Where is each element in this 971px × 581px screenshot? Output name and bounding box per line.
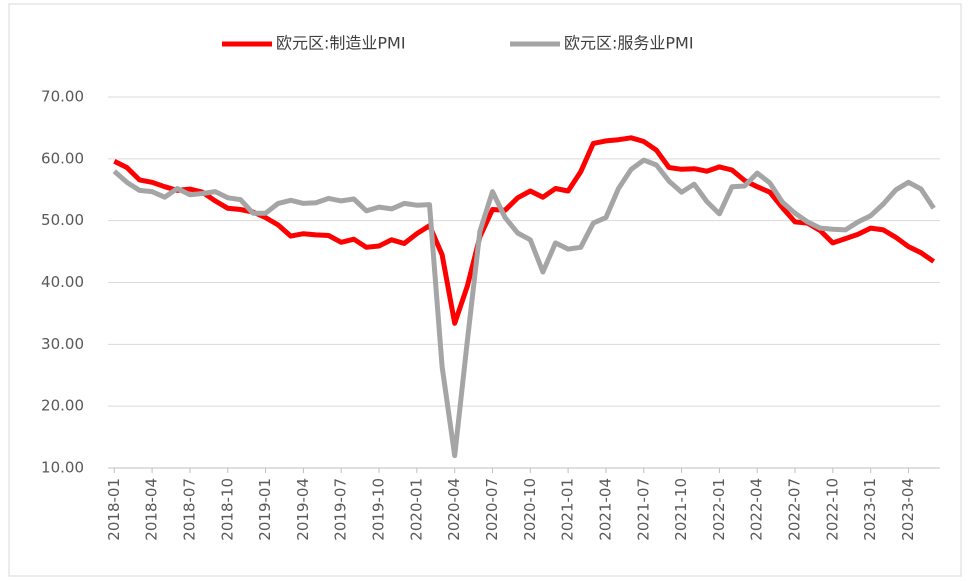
x-tick-label: 2018-10 [218,478,236,541]
y-tick-label: 70.00 [41,88,84,106]
x-tick-label: 2021-07 [634,478,652,541]
x-tick-label: 2023-01 [861,478,879,541]
x-tick-label: 2020-10 [521,478,539,541]
x-tick-label: 2022-07 [786,478,804,541]
x-tick-label: 2021-10 [672,478,690,541]
chart-border [8,3,962,577]
legend-label: 欧元区:制造业PMI [276,34,406,53]
x-tick-label: 2018-07 [180,478,198,541]
x-tick-label: 2022-01 [710,478,728,541]
y-tick-label: 60.00 [41,149,84,167]
x-tick-label: 2019-04 [294,478,312,541]
x-tick-label: 2022-04 [748,478,766,541]
x-tick-label: 2021-04 [596,478,614,541]
x-tick-label: 2020-04 [445,478,463,541]
y-tick-label: 30.00 [41,335,84,353]
y-tick-label: 20.00 [41,397,84,415]
line-series [112,157,936,459]
y-tick-label: 50.00 [41,211,84,229]
x-tick-label: 2019-01 [256,478,274,541]
x-tick-label: 2023-04 [899,478,917,541]
x-tick-label: 2020-01 [407,478,425,541]
legend-label: 欧元区:服务业PMI [564,34,694,53]
y-tick-label: 10.00 [41,459,84,477]
x-tick-label: 2022-10 [823,478,841,541]
x-tick-label: 2020-07 [483,478,501,541]
x-tick-label: 2018-01 [105,478,123,541]
x-tick-label: 2021-01 [559,478,577,541]
x-tick-label: 2018-04 [143,478,161,541]
x-tick-label: 2019-07 [332,478,350,541]
y-tick-label: 40.00 [41,273,84,291]
x-tick-label: 2019-10 [370,478,388,541]
